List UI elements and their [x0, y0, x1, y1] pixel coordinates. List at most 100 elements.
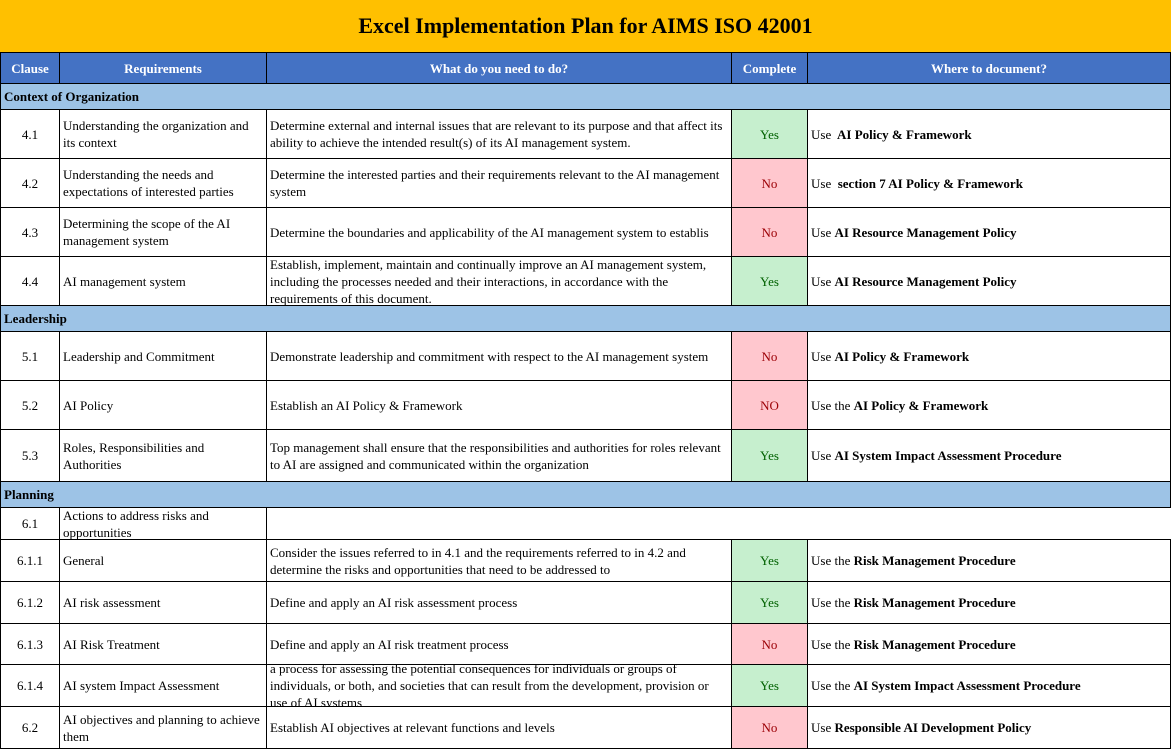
where-to-document-cell[interactable]: Use AI Policy & Framework — [808, 110, 1171, 158]
action-cell[interactable]: Define and apply an AI risk assessment p… — [267, 582, 732, 623]
empty-merged-cell[interactable] — [267, 508, 1171, 539]
action-cell[interactable]: Determine the interested parties and the… — [267, 159, 732, 207]
complete-status-cell[interactable]: Yes — [732, 582, 808, 623]
header-requirements[interactable]: Requirements — [60, 53, 267, 83]
section-row[interactable]: Context of Organization — [0, 84, 1171, 110]
document-name: AI Policy & Framework — [853, 397, 989, 413]
where-to-document-cell[interactable]: Use the AI System Impact Assessment Proc… — [808, 665, 1171, 706]
header-actions[interactable]: What do you need to do? — [267, 53, 732, 83]
where-to-document-cell[interactable]: Use the Risk Management Procedure — [808, 540, 1171, 581]
clause-cell[interactable]: 5.1 — [0, 332, 60, 380]
requirement-cell[interactable]: General — [60, 540, 267, 581]
complete-status-cell[interactable]: No — [732, 332, 808, 380]
clause-cell[interactable]: 4.2 — [0, 159, 60, 207]
action-cell[interactable]: Top management shall ensure that the res… — [267, 430, 732, 481]
action-cell[interactable]: Demonstrate leadership and commitment wi… — [267, 332, 732, 380]
document-prefix: Use — [811, 720, 835, 735]
action-cell[interactable]: Determine external and internal issues t… — [267, 110, 732, 158]
requirement-cell[interactable]: AI system Impact Assessment — [60, 665, 267, 706]
action-cell[interactable]: Establish AI objectives at relevant func… — [267, 707, 732, 748]
document-name: AI Policy & Framework — [834, 348, 970, 364]
complete-status-cell[interactable]: No — [732, 159, 808, 207]
requirement-cell[interactable]: Understanding the needs and expectations… — [60, 159, 267, 207]
action-cell[interactable]: Define and apply an AI risk treatment pr… — [267, 624, 732, 664]
document-prefix: Use the — [811, 636, 854, 652]
table-row: 6.2 AI objectives and planning to achieve… — [0, 707, 1171, 749]
clause-cell[interactable]: 4.4 — [0, 257, 60, 305]
where-to-document-cell[interactable]: Use AI Resource Management Policy — [808, 257, 1171, 305]
action-cell[interactable]: Establish, implement, maintain and conti… — [267, 257, 732, 305]
clause-cell[interactable]: 4.1 — [0, 110, 60, 158]
complete-status-cell[interactable]: Yes — [732, 110, 808, 158]
sheet-title: Excel Implementation Plan for AIMS ISO 4… — [0, 0, 1171, 53]
document-name: AI Policy & Framework — [834, 126, 972, 142]
clause-cell[interactable]: 6.1.4 — [0, 665, 60, 706]
clause-cell[interactable]: 6.1.1 — [0, 540, 60, 581]
section-row[interactable]: Leadership — [0, 306, 1171, 332]
where-to-document-cell[interactable]: Use section 7 AI Policy & Framework — [808, 159, 1171, 207]
clause-cell[interactable]: 6.1.2 — [0, 582, 60, 623]
where-to-document-cell[interactable]: Use AI System Impact Assessment Procedur… — [808, 430, 1171, 481]
requirement-cell[interactable]: Leadership and Commitment — [60, 332, 267, 380]
clause-cell[interactable]: 6.1 — [0, 508, 60, 539]
requirement-cell[interactable]: Roles, Responsibilities and Authorities — [60, 430, 267, 481]
complete-status-cell[interactable]: Yes — [732, 257, 808, 305]
document-prefix: Use — [811, 273, 835, 289]
where-to-document-cell[interactable]: Use Responsible AI Development Policy — [808, 707, 1171, 748]
clause-cell[interactable]: 5.3 — [0, 430, 60, 481]
clause-cell[interactable]: 4.3 — [0, 208, 60, 256]
document-name: Risk Management Procedure — [853, 636, 1016, 652]
action-cell[interactable]: Consider the issues referred to in 4.1 a… — [267, 540, 732, 581]
requirement-cell[interactable]: Determining the scope of the AI manageme… — [60, 208, 267, 256]
complete-status-cell[interactable]: No — [732, 624, 808, 664]
where-to-document-cell[interactable]: Use the Risk Management Procedure — [808, 582, 1171, 623]
document-name: AI System Impact Assessment Procedure — [853, 678, 1081, 693]
requirement-cell[interactable]: AI management system — [60, 257, 267, 305]
action-cell[interactable]: a process for assessing the potential co… — [267, 665, 732, 706]
document-name: Risk Management Procedure — [853, 595, 1016, 610]
table-row: 6.1.1 General Consider the issues referred… — [0, 540, 1171, 582]
complete-status-cell[interactable]: No — [732, 707, 808, 748]
table-row: 6.1 Actions to address risks and opportun… — [0, 508, 1171, 540]
requirement-cell[interactable]: AI risk assessment — [60, 582, 267, 623]
complete-status-cell[interactable]: Yes — [732, 665, 808, 706]
clause-cell[interactable]: 6.2 — [0, 707, 60, 748]
header-row: Clause Requirements What do you need to … — [0, 53, 1171, 84]
action-cell[interactable]: Establish an AI Policy & Framework — [267, 381, 732, 429]
document-prefix: Use — [811, 448, 835, 463]
document-name: section 7 AI Policy & Framework — [834, 175, 1023, 191]
document-prefix: Use the — [811, 678, 854, 693]
complete-status-cell[interactable]: Yes — [732, 540, 808, 581]
header-complete[interactable]: Complete — [732, 53, 808, 83]
where-to-document-cell[interactable]: Use AI Resource Management Policy — [808, 208, 1171, 256]
action-cell[interactable]: Determine the boundaries and applicabili… — [267, 208, 732, 256]
table-row: 6.1.4 AI system Impact Assessment a proces… — [0, 665, 1171, 707]
complete-status-cell[interactable]: No — [732, 208, 808, 256]
where-to-document-cell[interactable]: Use AI Policy & Framework — [808, 332, 1171, 380]
table-row: 6.1.3 AI Risk Treatment Define and apply a… — [0, 624, 1171, 665]
section-row[interactable]: Planning — [0, 482, 1171, 508]
header-clause[interactable]: Clause — [0, 53, 60, 83]
requirement-cell[interactable]: AI Policy — [60, 381, 267, 429]
requirement-cell[interactable]: AI Risk Treatment — [60, 624, 267, 664]
document-prefix: Use the — [811, 397, 854, 413]
complete-status-cell[interactable]: NO — [732, 381, 808, 429]
clause-cell[interactable]: 5.2 — [0, 381, 60, 429]
document-prefix: Use — [811, 175, 835, 191]
document-name: AI Resource Management Policy — [834, 224, 1017, 240]
where-to-document-cell[interactable]: Use the AI Policy & Framework — [808, 381, 1171, 429]
where-to-document-cell[interactable]: Use the Risk Management Procedure — [808, 624, 1171, 664]
document-prefix: Use — [811, 348, 835, 364]
requirement-cell[interactable]: Actions to address risks and opportuniti… — [60, 508, 267, 539]
complete-status-cell[interactable]: Yes — [732, 430, 808, 481]
header-where-to-document[interactable]: Where to document? — [808, 53, 1171, 83]
table-row: 5.1 Leadership and Commitment Demonstrate … — [0, 332, 1171, 381]
clause-cell[interactable]: 6.1.3 — [0, 624, 60, 664]
table-row: 4.1 Understanding the organization and it… — [0, 110, 1171, 159]
table-row: 4.4 AI management system Establish, implem… — [0, 257, 1171, 306]
document-prefix: Use — [811, 224, 835, 240]
requirement-cell[interactable]: Understanding the organization and its c… — [60, 110, 267, 158]
table-row: 4.2 Understanding the needs and expectati… — [0, 159, 1171, 208]
requirement-cell[interactable]: AI objectives and planning to achieve th… — [60, 707, 267, 748]
table-row: 4.3 Determining the scope of the AI manag… — [0, 208, 1171, 257]
